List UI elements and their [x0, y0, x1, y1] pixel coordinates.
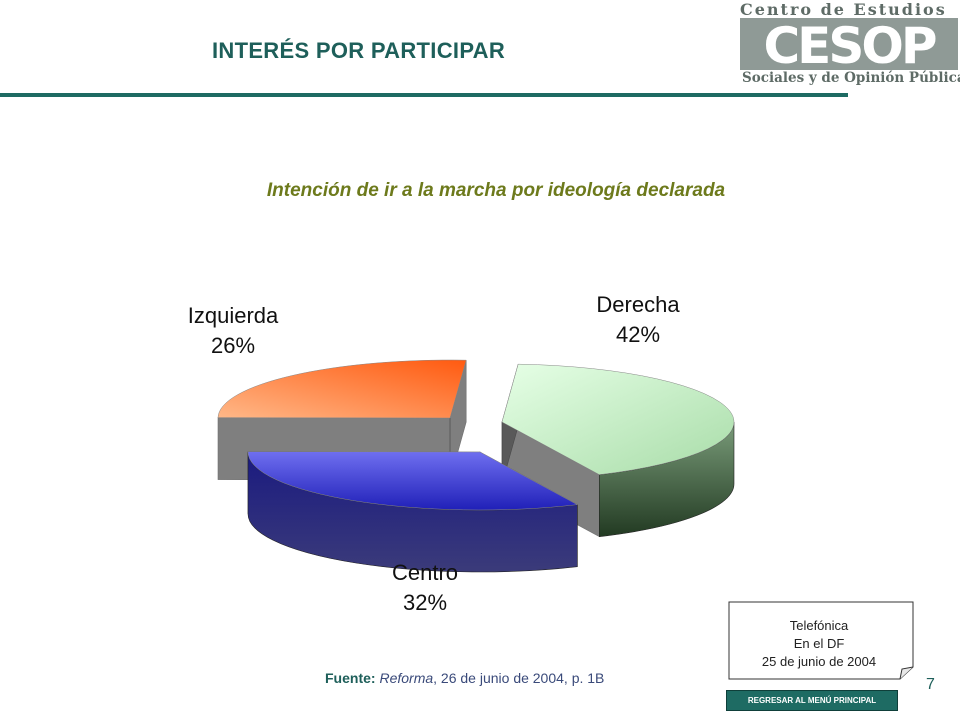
cesop-logo: Centro de Estudios CESOP Sociales y de O…: [730, 0, 960, 95]
page-title: INTERÉS POR PARTICIPAR: [212, 38, 506, 63]
header-divider: [0, 93, 848, 97]
note-line-place: En el DF: [793, 636, 845, 651]
note-box: [728, 601, 914, 680]
source-label: Fuente:: [325, 670, 376, 686]
logo-mark: CESOP: [740, 18, 958, 70]
logo-bottom-text: Sociales y de Opinión Pública: [742, 70, 960, 86]
slice-value-derecha: 42%: [616, 322, 660, 347]
source-detail: , 26 de junio de 2004, p. 1B: [433, 670, 605, 686]
source-citation: Fuente: Reforma, 26 de junio de 2004, p.…: [325, 670, 604, 686]
slice-label-centro: Centro: [392, 560, 458, 585]
note-line-method: Telefónica: [789, 618, 849, 633]
pie-slice-derecha: [501, 363, 735, 475]
source-publication: Reforma: [379, 670, 434, 686]
note-line-date: 25 de junio de 2004: [761, 654, 877, 669]
pie-slice-izquierda: [217, 359, 467, 419]
slice-label-izquierda: Izquierda: [188, 303, 279, 328]
slice-label-derecha: Derecha: [596, 292, 680, 317]
slice-value-izquierda: 26%: [211, 333, 255, 358]
chart-title: Intención de ir a la marcha por ideologí…: [266, 180, 726, 201]
back-to-menu-button[interactable]: REGRESAR AL MENÚ PRINCIPAL: [726, 690, 898, 711]
logo-top-text: Centro de Estudios: [740, 0, 947, 19]
note-text: Telefónica En el DF 25 de junio de 2004: [728, 617, 910, 671]
page-number: 7: [926, 676, 935, 693]
logo-mark-text: CESOP: [763, 18, 935, 70]
slice-value-centro: 32%: [403, 590, 447, 615]
pie-slice-centro: [247, 451, 579, 511]
survey-note: Telefónica En el DF 25 de junio de 2004: [728, 601, 915, 681]
